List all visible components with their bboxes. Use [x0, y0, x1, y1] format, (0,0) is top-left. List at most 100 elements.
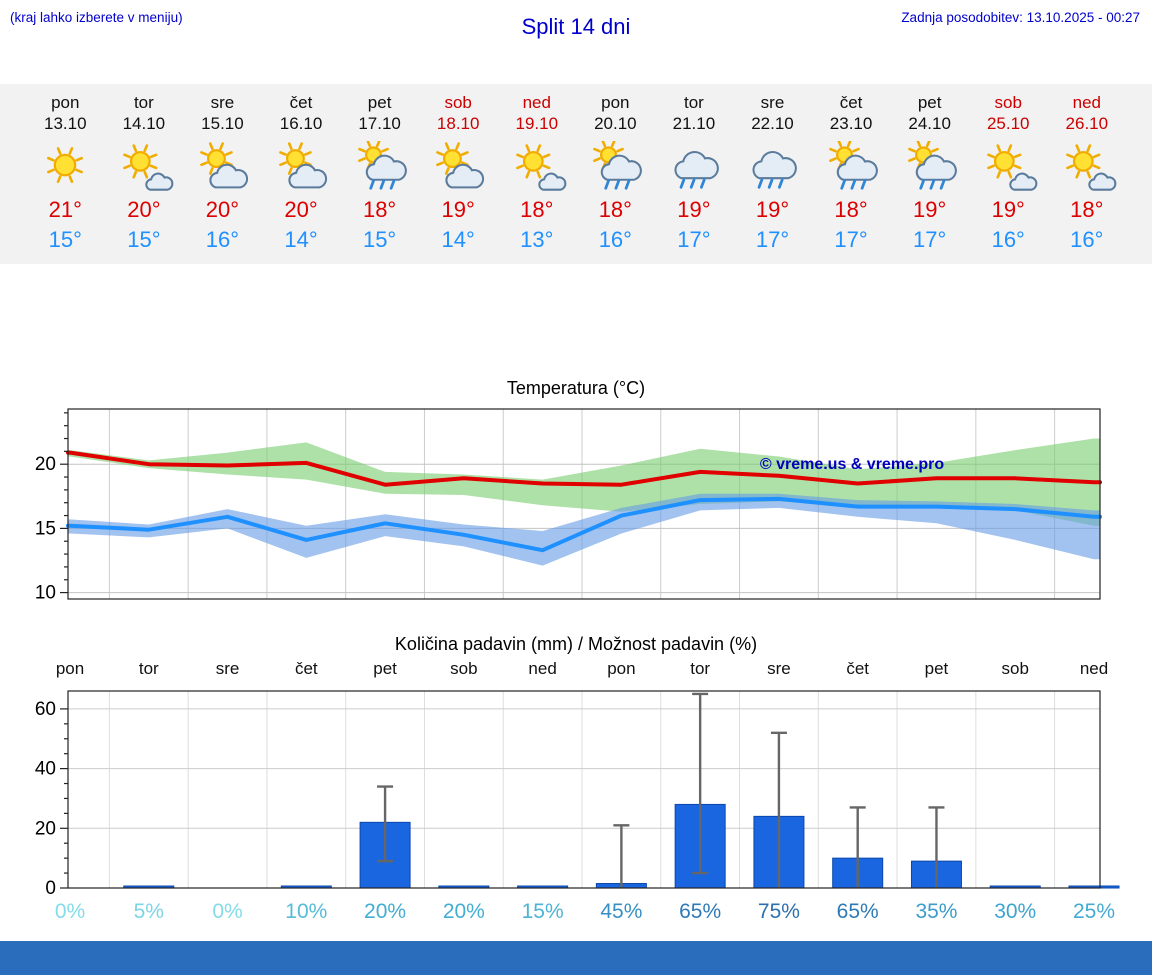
- temp-min: 14°: [441, 227, 475, 252]
- precip-probability-label: 30%: [994, 900, 1037, 923]
- day-name: tor: [683, 93, 704, 112]
- temp-max: 18°: [834, 197, 868, 222]
- precip-day-label: tor: [690, 659, 711, 678]
- day-name: čet: [289, 93, 313, 112]
- precipitation-chart: 0 20 40 60: [35, 690, 1120, 898]
- footer-bar: [0, 941, 1152, 975]
- temp-max: 19°: [441, 197, 475, 222]
- precip-probability-label: 75%: [757, 900, 800, 923]
- weather-icon-partly: [183, 138, 262, 194]
- forecast-day: pon 13.10 21° 15°: [26, 92, 105, 254]
- precip-day-label: čet: [294, 659, 318, 678]
- forecast-day: sre 15.10 20° 16°: [183, 92, 262, 254]
- forecast-day: sob 25.10 19° 16°: [969, 92, 1048, 254]
- weather-icon-mostly-sunny: [1048, 138, 1127, 194]
- temp-max: 18°: [598, 197, 632, 222]
- precip-day-label: sre: [767, 659, 791, 678]
- precip-chart-title: Količina padavin (mm) / Možnost padavin …: [394, 634, 758, 654]
- day-date: 23.10: [829, 114, 873, 133]
- day-date: 18.10: [436, 114, 480, 133]
- precip-day-label: pet: [373, 659, 397, 678]
- forecast-day: tor 14.10 20° 15°: [105, 92, 184, 254]
- precip-day-label: pon: [55, 659, 85, 678]
- forecast-day: ned 19.10 18° 13°: [497, 92, 576, 254]
- precip-day-label: ned: [528, 659, 557, 678]
- forecast-day: čet 16.10 20° 14°: [262, 92, 341, 254]
- day-date: 22.10: [751, 114, 794, 133]
- precip-probability-label: 65%: [836, 900, 879, 923]
- weather-icon-showers: [340, 138, 419, 194]
- precip-day-label: pon: [607, 659, 636, 678]
- temp-min: 15°: [48, 227, 82, 252]
- temp-max: 18°: [520, 197, 554, 222]
- precip-probability-row: 0% 5% 0% 10% 20% 20% 15% 45% 65% 75% 65% 35% 30% 25%: [0, 898, 1152, 932]
- temp-max: 21°: [48, 197, 82, 222]
- temp-min: 16°: [205, 227, 240, 252]
- weather-icon-rain: [733, 138, 812, 194]
- precip-probability-label: 10%: [285, 900, 328, 923]
- svg-text:60: 60: [35, 699, 56, 720]
- weather-icon-mostly-sunny: [105, 138, 184, 194]
- temperature-chart-title: Temperatura (°C): [506, 378, 646, 398]
- forecast-day: pet 24.10 19° 17°: [890, 92, 969, 254]
- day-name: sre: [760, 93, 785, 112]
- svg-text:20: 20: [35, 454, 56, 475]
- weather-icon-mostly-sunny: [497, 138, 576, 194]
- weather-icon-partly: [262, 138, 341, 194]
- precip-day-label: sob: [1001, 659, 1029, 678]
- day-date: 14.10: [122, 114, 166, 133]
- temp-min: 15°: [362, 227, 397, 252]
- last-updated: Zadnja posodobitev: 13.10.2025 - 00:27: [901, 10, 1140, 25]
- day-date: 26.10: [1065, 114, 1109, 133]
- temp-min: 16°: [598, 227, 632, 252]
- day-date: 15.10: [201, 114, 244, 133]
- temp-max: 19°: [677, 197, 711, 222]
- day-name: pon: [51, 93, 80, 112]
- watermark: © vreme.us & vreme.pro: [760, 456, 945, 473]
- temp-max: 18°: [1070, 197, 1104, 222]
- day-date: 16.10: [279, 114, 323, 133]
- day-name: tor: [133, 93, 154, 112]
- day-name: pet: [917, 93, 942, 112]
- weather-icon-showers: [576, 138, 655, 194]
- day-name: sob: [444, 93, 472, 112]
- forecast-day: čet 23.10 18° 17°: [812, 92, 891, 254]
- day-name: ned: [522, 93, 551, 112]
- temp-min: 17°: [677, 227, 711, 252]
- weather-icon-rain: [655, 138, 734, 194]
- temp-min: 16°: [1070, 227, 1104, 252]
- svg-text:15: 15: [35, 518, 56, 539]
- precip-day-labels: pon tor sre čet pet sob ned pon tor sre čet pet sob n…: [0, 657, 1152, 683]
- svg-text:10: 10: [35, 583, 56, 604]
- temp-max: 18°: [362, 197, 397, 222]
- precip-day-label: čet: [846, 659, 870, 678]
- day-date: 20.10: [594, 114, 637, 133]
- day-date: 17.10: [358, 114, 401, 133]
- location-hint: (kraj lahko izberete v meniju): [10, 10, 183, 25]
- precip-probability-label: 25%: [1072, 900, 1116, 923]
- day-name: sre: [210, 93, 235, 112]
- day-name: pon: [601, 93, 630, 112]
- precip-day-label: ned: [1079, 659, 1109, 678]
- temp-max: 20°: [205, 197, 240, 222]
- forecast-day: pon 20.10 18° 16°: [576, 92, 655, 254]
- precip-probability-label: 0%: [54, 900, 86, 923]
- svg-text:40: 40: [35, 759, 56, 780]
- page-header: (kraj lahko izberete v meniju) Split 14 …: [0, 0, 1152, 54]
- forecast-day: sob 18.10 19° 14°: [419, 92, 498, 254]
- precip-probability-label: 20%: [364, 900, 407, 923]
- precip-day-label: sre: [215, 659, 240, 678]
- temperature-chart: 10 15 20 © vreme.us & vreme.pro: [35, 408, 1102, 604]
- temp-min: 17°: [755, 227, 790, 252]
- day-date: 21.10: [672, 114, 716, 133]
- weather-icon-partly: [419, 138, 498, 194]
- day-name: čet: [839, 93, 863, 112]
- forecast-strip: pon 13.10 21° 15° tor 14.10 20° 15° sre …: [0, 84, 1152, 264]
- temp-max: 19°: [913, 197, 947, 222]
- svg-text:0: 0: [45, 878, 56, 898]
- precip-probability-label: 35%: [915, 900, 958, 923]
- temp-max: 20°: [127, 197, 161, 222]
- weather-icon-showers: [890, 138, 969, 194]
- temp-min: 15°: [127, 227, 161, 252]
